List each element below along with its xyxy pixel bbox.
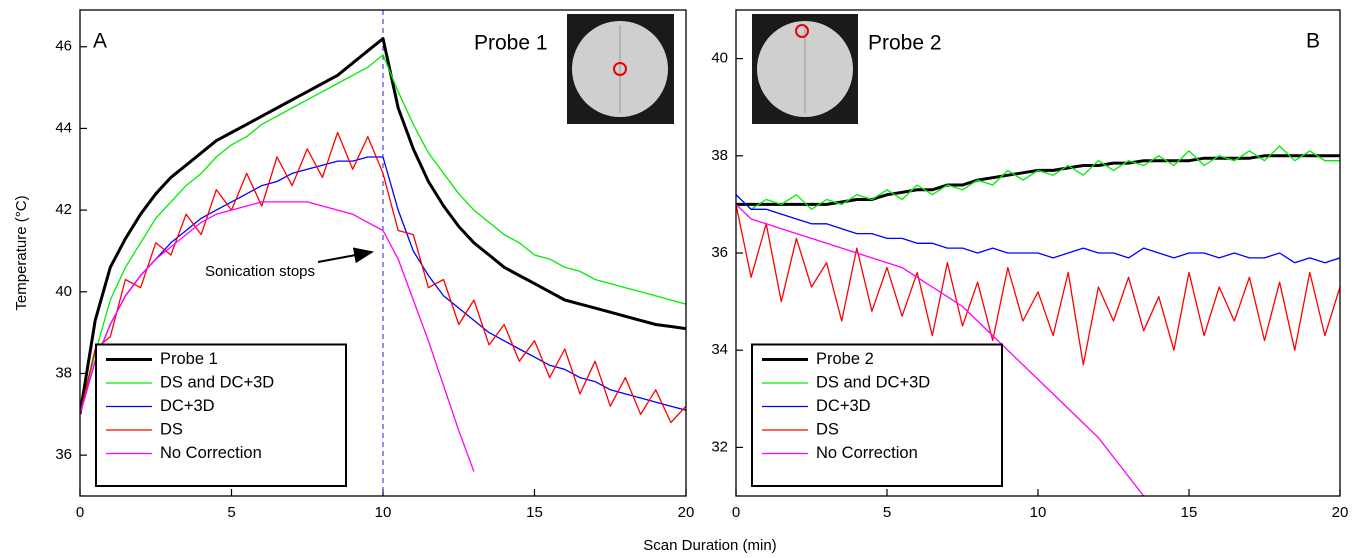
series-line xyxy=(80,201,475,472)
legend-label: DS and DC+3D xyxy=(816,373,930,391)
y-tick-label: 36 xyxy=(711,244,728,261)
y-tick-label: 40 xyxy=(711,50,728,67)
legend-label: DS xyxy=(816,420,839,438)
series-line xyxy=(736,204,1340,366)
legend-label: No Correction xyxy=(160,444,262,462)
panel-label: A xyxy=(93,30,107,53)
y-tick-label: 44 xyxy=(55,119,72,136)
probe-label: Probe 1 xyxy=(474,32,548,55)
x-tick-label: 10 xyxy=(375,504,392,521)
x-tick-label: 20 xyxy=(1332,504,1349,521)
y-tick-label: 42 xyxy=(55,201,72,218)
legend-label: DS and DC+3D xyxy=(160,373,274,391)
plot-frame xyxy=(735,9,1341,497)
x-tick-label: 20 xyxy=(678,504,695,521)
x-tick-label: 5 xyxy=(227,504,235,521)
series-line xyxy=(736,203,1145,496)
x-tick-label: 0 xyxy=(76,504,84,521)
probe-label: Probe 2 xyxy=(868,32,942,55)
plot-frame xyxy=(79,9,687,497)
inset-image xyxy=(752,14,858,124)
legend-label: DC+3D xyxy=(816,397,871,415)
series-line xyxy=(736,145,1340,210)
x-tick-label: 5 xyxy=(883,504,891,521)
series-line xyxy=(736,194,1340,264)
panel-label: B xyxy=(1306,30,1320,53)
legend-box xyxy=(751,343,1003,487)
series-line xyxy=(80,37,686,415)
series-line xyxy=(80,156,686,415)
x-tick-label: 15 xyxy=(1181,504,1198,521)
inset-image xyxy=(567,14,674,124)
plot-lines xyxy=(80,37,686,472)
y-tick-label: 38 xyxy=(55,364,72,381)
series-line xyxy=(736,154,1340,206)
plot-lines xyxy=(736,145,1340,496)
legend-box xyxy=(95,343,347,487)
y-tick-label: 40 xyxy=(55,283,72,300)
series-line xyxy=(80,131,686,424)
legend-label: Probe 2 xyxy=(816,350,874,368)
y-axis-label: Temperature (°C) xyxy=(13,195,30,310)
series-line xyxy=(80,54,686,415)
annotation: Sonication stops xyxy=(205,263,315,280)
legend-label: DC+3D xyxy=(160,397,215,415)
x-tick-label: 10 xyxy=(1030,504,1047,521)
y-tick-label: 46 xyxy=(55,38,72,55)
legend-label: Probe 1 xyxy=(160,350,218,368)
y-tick-label: 34 xyxy=(711,341,728,358)
y-tick-label: 38 xyxy=(711,147,728,164)
annotation-arrow xyxy=(317,247,374,264)
legend-label: No Correction xyxy=(816,444,918,462)
x-tick-label: 0 xyxy=(732,504,740,521)
x-tick-label: 15 xyxy=(526,504,543,521)
y-tick-label: 36 xyxy=(55,446,72,463)
y-tick-label: 32 xyxy=(711,438,728,455)
x-axis-label: Scan Duration (min) xyxy=(643,537,776,554)
legend-label: DS xyxy=(160,420,183,438)
